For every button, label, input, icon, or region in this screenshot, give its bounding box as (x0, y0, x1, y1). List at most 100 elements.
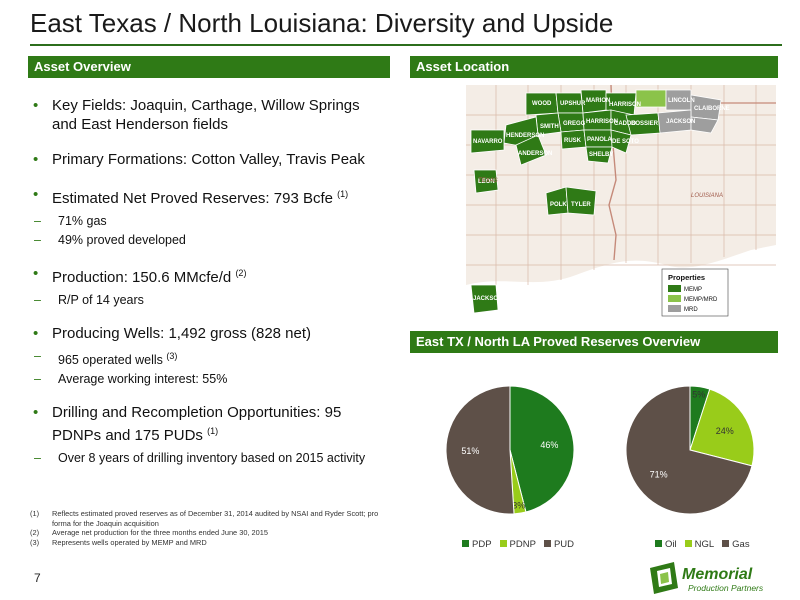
asset-location-header: Asset Location (410, 56, 778, 78)
svg-text:HARRISON: HARRISON (609, 102, 641, 108)
bullet-marker: • (33, 404, 39, 422)
svg-text:RUSK: RUSK (564, 138, 582, 144)
reserves-overview-header: East TX / North LA Proved Reserves Overv… (410, 331, 778, 353)
pie-label-pdp: 46% (540, 440, 558, 450)
svg-text:WOOD: WOOD (532, 101, 552, 107)
svg-text:CADDO: CADDO (614, 121, 636, 127)
commodity-pie-legend: Oil NGL Gas (655, 539, 758, 550)
bullet-marker: • (33, 151, 39, 168)
pie-label-gas: 71% (650, 469, 668, 479)
legend-label: Oil (665, 539, 677, 550)
svg-text:GREGG: GREGG (563, 121, 586, 127)
sub-bullet-text: Average working interest: 55% (58, 372, 228, 387)
legend-item-pdnp: PDNP (499, 539, 536, 550)
legend-item-ngl: NGL (684, 539, 715, 550)
footnote-text: Represents wells operated by MEMP and MR… (52, 537, 207, 547)
bullet-text: Producing Wells: 1,492 gross (828 net) (52, 325, 312, 342)
footnote-number: (1) (30, 509, 40, 518)
legend-label: PDP (472, 539, 492, 550)
pie-label-pdnp: 3% (512, 501, 525, 511)
legend-label: PUD (553, 539, 575, 550)
pie-slice-gas (625, 385, 753, 515)
legend-swatch (499, 540, 507, 547)
sub-bullet-marker: – (34, 372, 41, 387)
svg-text:POLK: POLK (550, 202, 567, 208)
footnote-number: (2) (30, 528, 40, 537)
bullet-item: • Estimated Net Proved Reserves: 793 Bcfe… (30, 185, 385, 208)
svg-text:LEON: LEON (478, 179, 495, 185)
sub-bullet-item: – Average working interest: 55% (30, 372, 385, 387)
sub-bullet-marker: – (34, 451, 41, 466)
svg-text:LINCOLN: LINCOLN (668, 98, 695, 104)
sub-bullet-text: R/P of 14 years (58, 293, 144, 307)
pie-label-oil: 5% (692, 389, 705, 399)
bullet-marker: • (33, 97, 39, 114)
legend-item-gas: Gas (722, 539, 750, 550)
reserves-commodity-pie: 5% 24% 71% (625, 385, 755, 515)
svg-text:UPSHUR: UPSHUR (560, 101, 586, 107)
bullet-text: Primary Formations: Cotton Valley, Travi… (52, 151, 365, 168)
legend-item-oil: Oil (655, 539, 677, 550)
bullet-item: • Producing Wells: 1,492 gross (828 net) (30, 324, 385, 343)
pie-slice-pdp (509, 385, 575, 513)
footnotes: (1) Reflects estimated proved reserves as… (30, 509, 390, 547)
legend-swatch (543, 540, 551, 547)
sub-bullet-text: 965 operated wells (58, 353, 163, 368)
legend-swatch (655, 540, 662, 547)
sub-bullet-marker: – (34, 214, 41, 228)
memorial-logo: Memorial Production Partners (650, 562, 764, 594)
bullet-item: • Drilling and Recompletion Opportunities… (30, 403, 385, 445)
footnote-ref: (3) (166, 351, 178, 361)
pie-slice-pud (445, 385, 515, 515)
pie-label-ngl: 24% (716, 426, 734, 436)
bullet-marker: • (33, 265, 39, 282)
footnote-ref: (1) (207, 426, 219, 437)
footnote-text: Average net production for the three mon… (52, 528, 268, 537)
bullet-item: • Production: 150.6 MMcfe/d (2) (30, 264, 385, 287)
svg-text:DE SOTO: DE SOTO (612, 139, 639, 145)
bullet-item: • Key Fields: Joaquin, Carthage, Willow S… (30, 96, 385, 134)
legend-memp: MEMP (684, 287, 702, 293)
bullet-marker: • (33, 325, 39, 342)
legend-memp-mrd: MEMP/MRD (684, 297, 718, 303)
legend-swatch (462, 540, 469, 547)
sub-bullet-item: – 71% gas (30, 214, 385, 229)
sub-bullet-marker: – (34, 349, 41, 363)
sub-bullet-item: – Over 8 years of drilling inventory base… (30, 451, 385, 466)
svg-text:HENDERSON: HENDERSON (506, 133, 544, 139)
bullet-marker: • (33, 186, 39, 203)
svg-text:MARION: MARION (586, 98, 610, 104)
title-rule (30, 44, 782, 46)
svg-text:PANOLA: PANOLA (587, 137, 613, 143)
asset-location-map: WOOD UPSHUR MARION HARRISON SMITH GREGG … (466, 85, 776, 317)
legend-item-pud: PUD (543, 539, 575, 550)
footnote: (1) Reflects estimated proved reserves as… (30, 509, 390, 528)
svg-text:JACKSON: JACKSON (666, 119, 695, 125)
legend-swatch (722, 540, 730, 547)
svg-text:SMITH: SMITH (540, 124, 559, 130)
legend-label: PDNP (509, 539, 536, 550)
svg-text:NAVARRO: NAVARRO (473, 139, 503, 145)
logo-subtitle: Production Partners (688, 583, 764, 593)
category-pie-legend: PDP PDNP PUD (462, 539, 582, 550)
sub-bullet-item: – 965 operated wells (3) (30, 349, 385, 368)
reserves-category-pie: 46% 3% 51% (445, 385, 575, 515)
map-legend: Properties MEMP MEMP/MRD MRD (661, 268, 729, 317)
svg-text:HARRISON: HARRISON (586, 119, 618, 125)
svg-text:JACKSON: JACKSON (473, 296, 502, 302)
legend-label: NGL (694, 539, 715, 550)
bullet-text: Drilling and Recompletion Opportunities:… (52, 404, 342, 445)
texas-label: TEXAS (478, 178, 498, 184)
page-number: 7 (34, 571, 41, 585)
sub-bullet-text: 49% proved developed (58, 233, 186, 247)
sub-bullet-marker: – (34, 293, 41, 307)
legend-mrd: MRD (684, 307, 698, 313)
svg-text:TYLER: TYLER (571, 202, 591, 208)
bullet-text: Key Fields: Joaquin, Carthage, Willow Sp… (52, 97, 360, 133)
bullet-text: Production: 150.6 MMcfe/d (52, 269, 232, 286)
footnote-ref: (1) (337, 189, 349, 199)
asset-overview-header: Asset Overview (28, 56, 390, 78)
footnote-ref: (2) (235, 268, 247, 278)
legend-item-pdp: PDP (462, 539, 492, 550)
sub-bullet-text: 71% gas (58, 214, 107, 228)
